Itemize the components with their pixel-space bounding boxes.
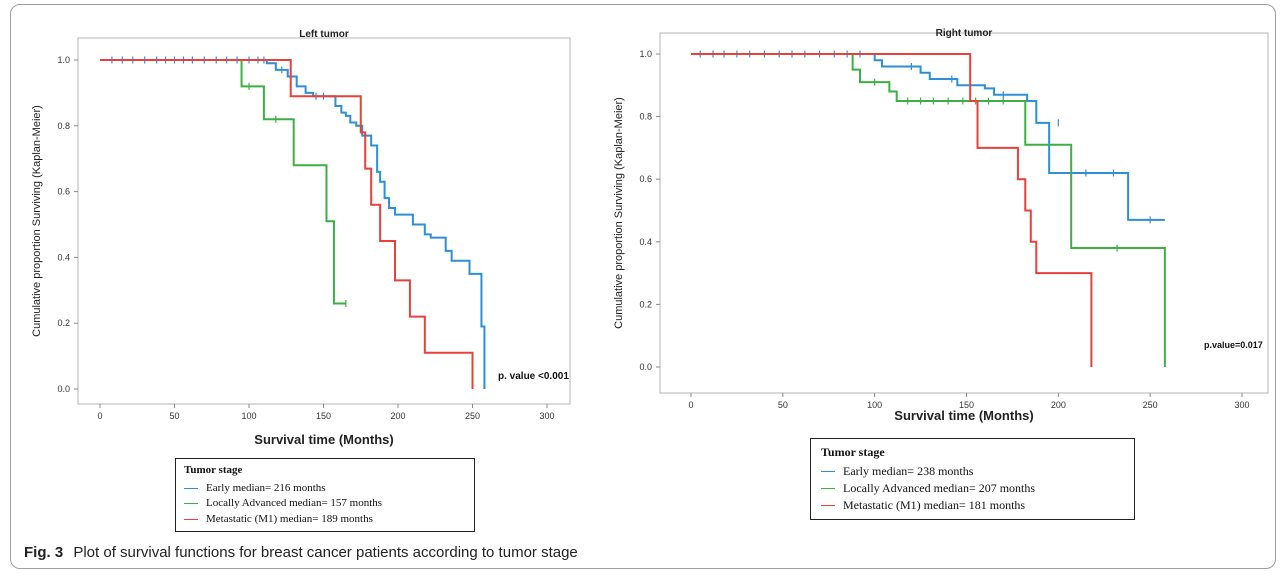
y-tick-label: 1.0 bbox=[57, 55, 70, 65]
y-tick-label: 0.8 bbox=[57, 121, 70, 131]
x-tick-label: 300 bbox=[539, 411, 554, 421]
plot-area bbox=[659, 32, 1269, 394]
legend-swatch-metastatic bbox=[184, 518, 198, 520]
p-value-annotation: p. value <0.001 bbox=[498, 371, 569, 382]
y-tick-label: 0.2 bbox=[57, 318, 70, 328]
x-tick-label: 0 bbox=[688, 400, 693, 410]
legend-swatch-locally-advanced bbox=[821, 488, 835, 489]
legend-label-early: Early median= 238 months bbox=[843, 464, 974, 478]
legend-entry-locally-advanced: Locally Advanced median= 157 months bbox=[184, 496, 466, 512]
survival-curve-series-1 bbox=[691, 53, 1166, 367]
figure-caption: Fig. 3 Plot of survival functions for br… bbox=[24, 544, 578, 561]
y-axis-label: Cumulative proportion Surviving (Kaplan-… bbox=[613, 97, 625, 329]
x-tick-label: 150 bbox=[959, 400, 974, 410]
legend-swatch-locally-advanced bbox=[184, 503, 198, 505]
x-tick-label: 100 bbox=[867, 400, 882, 410]
legend-title: Tumor stage bbox=[184, 464, 243, 476]
legend-entry-early: Early median= 238 months bbox=[821, 463, 1124, 480]
legend-title: Tumor stage bbox=[821, 445, 885, 459]
y-tick-label: 0.8 bbox=[639, 112, 652, 122]
chart-title: Right tumor bbox=[936, 28, 993, 39]
survival-curve-series-2 bbox=[691, 53, 1093, 367]
legend-swatch-early bbox=[821, 471, 835, 472]
legend-entry-metastatic: Metastatic (M1) median= 189 months bbox=[184, 512, 466, 528]
x-tick-label: 200 bbox=[1051, 400, 1066, 410]
figure-caption-text: Plot of survival functions for breast ca… bbox=[73, 544, 578, 561]
y-tick-label: 0.2 bbox=[639, 299, 652, 309]
chart-title: Left tumor bbox=[299, 29, 349, 40]
survival-curve-series-0 bbox=[691, 53, 1165, 221]
y-tick-label: 1.0 bbox=[639, 49, 652, 59]
legend-swatch-early bbox=[184, 487, 198, 489]
y-tick-label: 0.0 bbox=[57, 384, 70, 394]
legend-label-metastatic: Metastatic (M1) median= 189 months bbox=[206, 512, 373, 525]
x-tick-label: 300 bbox=[1234, 400, 1249, 410]
figure-frame bbox=[10, 4, 1276, 569]
survival-curve-series-1 bbox=[100, 59, 346, 305]
legend-swatch-metastatic bbox=[821, 505, 835, 506]
y-tick-label: 0.4 bbox=[639, 237, 652, 247]
x-tick-label: 100 bbox=[241, 411, 256, 421]
legend-label-locally-advanced: Locally Advanced median= 157 months bbox=[206, 497, 383, 509]
p-value-annotation: p.value=0.017 bbox=[1204, 340, 1263, 350]
y-tick-label: 0.0 bbox=[639, 362, 652, 372]
x-tick-label: 150 bbox=[316, 411, 331, 421]
legend-label-early: Early median= 216 months bbox=[206, 481, 326, 494]
x-axis-label: Survival time (Months) bbox=[254, 432, 393, 447]
legend-label-locally-advanced: Locally Advanced median= 207 months bbox=[843, 481, 1036, 495]
y-tick-label: 0.6 bbox=[639, 174, 652, 184]
x-tick-label: 0 bbox=[97, 411, 102, 421]
x-tick-label: 50 bbox=[169, 411, 179, 421]
legend-left: Tumor stage Early median= 216 months Loc… bbox=[175, 458, 475, 532]
x-tick-label: 200 bbox=[390, 411, 405, 421]
x-axis-label: Survival time (Months) bbox=[894, 408, 1033, 423]
x-tick-label: 250 bbox=[1143, 400, 1158, 410]
y-tick-label: 0.6 bbox=[57, 187, 70, 197]
y-tick-label: 0.4 bbox=[57, 252, 70, 262]
legend-right: Tumor stage Early median= 238 months Loc… bbox=[810, 438, 1135, 520]
figure-label: Fig. 3 bbox=[24, 544, 64, 561]
x-tick-label: 250 bbox=[465, 411, 480, 421]
legend-entry-locally-advanced: Locally Advanced median= 207 months bbox=[821, 480, 1124, 497]
survival-curve-series-0 bbox=[100, 59, 486, 389]
y-axis-label: Cumulative proportion Surviving (Kaplan-… bbox=[31, 105, 43, 337]
x-tick-label: 50 bbox=[778, 400, 788, 410]
legend-label-metastatic: Metastatic (M1) median= 181 months bbox=[843, 498, 1026, 512]
survival-curve-series-2 bbox=[100, 59, 474, 389]
legend-entry-metastatic: Metastatic (M1) median= 181 months bbox=[821, 497, 1124, 514]
legend-entry-early: Early median= 216 months bbox=[184, 481, 466, 497]
